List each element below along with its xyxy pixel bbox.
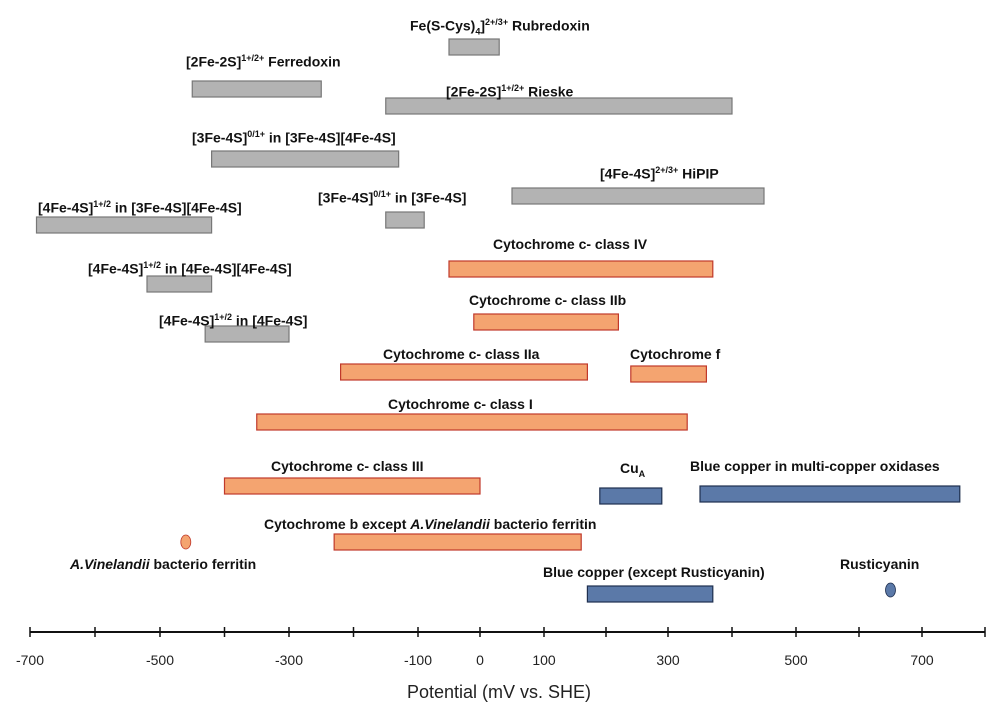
range-label-8: [4Fe-4S]1+/2 in [4Fe-4S][4Fe-4S] (88, 260, 292, 277)
x-axis-title: Potential (mV vs. SHE) (406, 682, 592, 702)
range-label-0: Fe(S-Cys)4]2+/3+ Rubredoxin (410, 17, 590, 37)
range-label-5: [4Fe-4S]1+/2 in [3Fe-4S][4Fe-4S] (38, 199, 242, 216)
range-bar-9 (473, 313, 619, 331)
x-tick-label: -700 (15, 652, 45, 668)
range-bar-6 (385, 211, 425, 229)
range-bar-15 (599, 487, 663, 505)
x-tick-label: 0 (476, 652, 484, 668)
x-tick-label: 700 (910, 652, 934, 668)
range-label-7: Cytochrome c- class IV (493, 236, 648, 252)
range-label-9: Cytochrome c- class IIb (469, 292, 627, 308)
range-bar-12 (630, 365, 707, 383)
x-tick-label: -300 (274, 652, 304, 668)
range-bar-0 (448, 38, 500, 56)
range-label-6: [3Fe-4S]0/1+ in [3Fe-4S] (318, 189, 467, 206)
range-label-3: [3Fe-4S]0/1+ in [3Fe-4S][4Fe-4S] (192, 129, 396, 146)
range-label-10: [4Fe-4S]1+/2 in [4Fe-4S] (159, 312, 308, 329)
range-bars (35, 38, 961, 603)
range-label-13: Cytochrome c- class I (388, 396, 533, 412)
range-bar-18 (586, 585, 714, 603)
x-tick-label: 500 (784, 652, 808, 668)
range-bar-5 (35, 216, 213, 234)
point-marker-0 (180, 534, 192, 550)
point-label-1: Rusticyanin (840, 556, 920, 572)
point-markers (180, 534, 896, 598)
range-label-17: Cytochrome b except A.Vinelandii bacteri… (264, 516, 597, 532)
point-label-0: A.Vinelandii bacterio ferritin (70, 556, 257, 572)
range-bar-11 (340, 363, 589, 381)
range-bar-2 (385, 97, 733, 115)
range-label-14: Cytochrome c- class III (271, 458, 424, 474)
range-bar-3 (211, 150, 400, 168)
range-label-4: [4Fe-4S]2+/3+ HiPIP (600, 165, 719, 182)
x-tick-label: 300 (656, 652, 680, 668)
x-tick-label: -100 (403, 652, 433, 668)
range-bar-17 (333, 533, 582, 551)
range-bar-13 (256, 413, 688, 431)
range-label-15: CuA (620, 460, 646, 479)
range-bar-7 (448, 260, 714, 278)
range-label-16: Blue copper in multi-copper oxidases (690, 458, 940, 474)
range-bar-10 (204, 325, 290, 343)
range-label-11: Cytochrome c- class IIa (383, 346, 540, 362)
range-label-1: [2Fe-2S]1+/2+ Ferredoxin (186, 53, 341, 70)
range-label-2: [2Fe-2S]1+/2+ Rieske (446, 83, 574, 100)
range-bar-16 (699, 485, 961, 503)
range-bar-8 (146, 275, 213, 293)
x-axis (29, 627, 986, 637)
range-label-12: Cytochrome f (630, 346, 721, 362)
range-bar-1 (191, 80, 322, 98)
range-bar-4 (511, 187, 765, 205)
x-tick-label: -500 (145, 652, 175, 668)
x-tick-label: 100 (532, 652, 556, 668)
point-marker-1 (885, 582, 896, 598)
range-bar-14 (223, 477, 481, 495)
range-label-18: Blue copper (except Rusticyanin) (543, 564, 765, 580)
